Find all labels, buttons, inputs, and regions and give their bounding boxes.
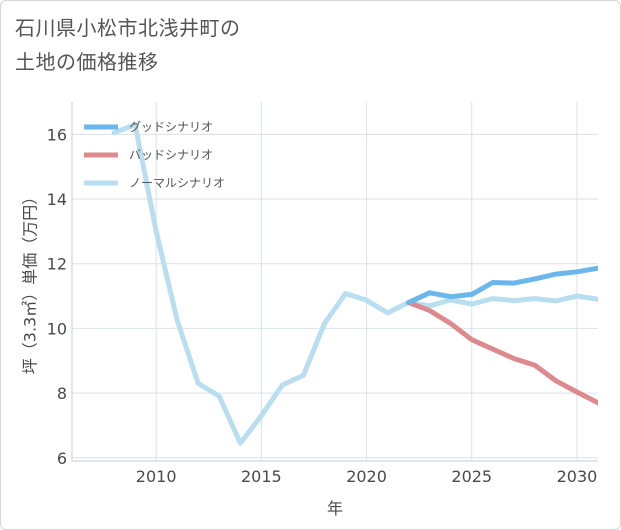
x-tick-label: 2020 — [346, 467, 387, 486]
y-tick-label: 6 — [57, 449, 67, 468]
y-tick-label: 12 — [47, 255, 67, 274]
chart-title-line-2: 土地の価格推移 — [15, 50, 159, 74]
series-line-normal — [111, 122, 598, 446]
legend-label-good: グッドシナリオ — [129, 120, 213, 134]
chart-title-line-1: 石川県小松市北浅井町の — [15, 16, 241, 40]
x-tick-label: 2010 — [136, 467, 177, 486]
y-tick-label: 14 — [47, 190, 67, 209]
y-tick-label: 16 — [47, 125, 67, 144]
axes — [71, 102, 598, 462]
series-line-bad — [406, 300, 598, 406]
y-tick-label: 10 — [47, 319, 67, 338]
x-tick-label: 2030 — [557, 467, 598, 486]
x-axis-title: 年 — [327, 499, 343, 518]
y-tick-label: 8 — [57, 384, 67, 403]
legend-label-bad: バッドシナリオ — [129, 148, 213, 162]
grid-lines — [72, 102, 598, 461]
tick-labels: 2010 2015 2020 2025 2030 6 8 10 12 14 16 — [47, 125, 598, 486]
x-tick-label: 2025 — [451, 467, 492, 486]
chart-title: 石川県小松市北浅井町の 土地の価格推移 — [15, 11, 241, 79]
legend-label-normal: ノーマルシナリオ — [129, 176, 225, 190]
y-axis-title: 坪（3.3㎡）単価（万円） — [21, 189, 40, 374]
x-tick-label: 2015 — [241, 467, 282, 486]
series-lines — [111, 122, 598, 446]
series-line-good — [406, 265, 598, 305]
